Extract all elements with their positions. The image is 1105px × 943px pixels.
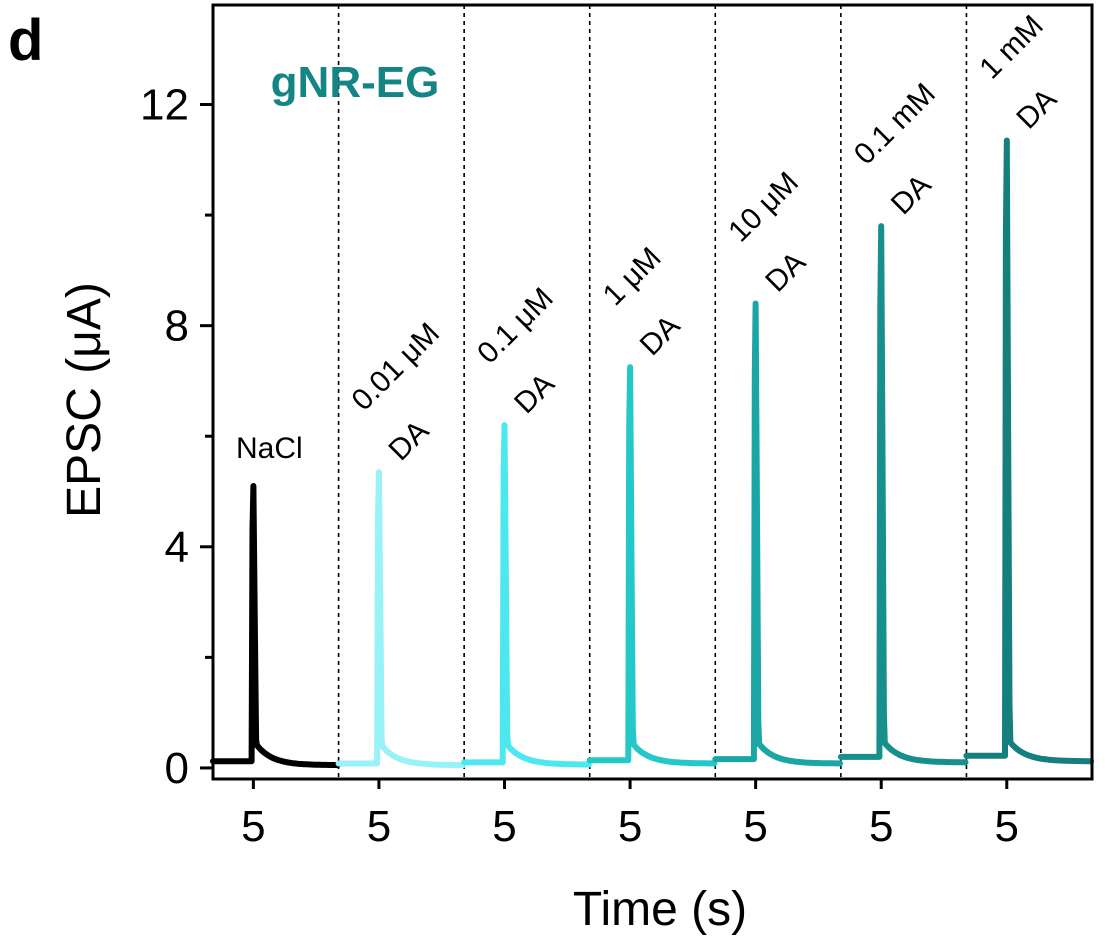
series-trace <box>963 137 1095 765</box>
series-label-concentration: 1 mM <box>973 9 1049 85</box>
series-label-analyte: DA <box>759 246 812 299</box>
series-trace <box>210 483 341 769</box>
series-trace <box>837 223 969 766</box>
y-tick-label: 12 <box>140 81 189 130</box>
sample-title: gNR-EG <box>271 58 440 107</box>
series-label-analyte: DA <box>1010 83 1063 136</box>
x-tick-label: 5 <box>869 802 893 851</box>
plot-frame <box>211 3 1094 781</box>
series-label-concentration: 0.1 μM <box>471 282 560 371</box>
series-label-analyte: DA <box>634 309 687 362</box>
x-tick-label: 5 <box>492 802 516 851</box>
x-tick-label: 5 <box>367 802 391 851</box>
series-label-analyte: DA <box>508 367 561 420</box>
series-label: NaCl <box>236 432 303 465</box>
x-tick-label: 5 <box>241 802 265 851</box>
y-tick-label: 8 <box>165 302 189 351</box>
series-label-analyte: DA <box>885 168 938 221</box>
series-trace <box>712 300 843 767</box>
x-tick-label: 5 <box>995 802 1019 851</box>
series-label-concentration: 0.01 μM <box>346 317 446 417</box>
x-axis-label: Time (s) <box>573 883 747 936</box>
x-tick-label: 5 <box>743 802 767 851</box>
x-tick-label: 5 <box>618 802 642 851</box>
series-trace <box>586 364 718 767</box>
panel-letter: d <box>8 8 43 73</box>
series-trace <box>461 422 592 768</box>
series-trace <box>335 469 467 769</box>
y-tick-label: 0 <box>165 744 189 793</box>
series-label-concentration: 0.1 mM <box>848 77 942 171</box>
y-axis-label: EPSC (μA) <box>58 282 111 518</box>
series-label-analyte: DA <box>383 414 436 467</box>
series-label-concentration: 1 μM <box>597 241 668 312</box>
y-tick-label: 4 <box>165 523 189 572</box>
series-label-concentration: 10 μM <box>722 166 805 249</box>
